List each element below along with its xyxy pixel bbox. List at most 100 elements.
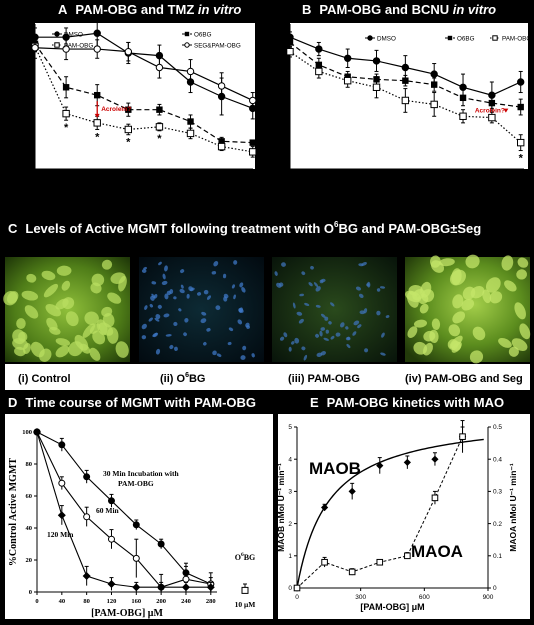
y-tick-label: 80 <box>23 61 31 68</box>
y-tick-label-right: 0.1 <box>493 553 502 560</box>
cell-nucleus <box>516 269 528 280</box>
x-tick-label: 600 <box>419 594 430 601</box>
panel-b: B PAM-OBG and BCNU in vitro 0 35 70 105 140 0 1… <box>260 2 531 193</box>
panel-d-chart: 0 40 80 120 160 200 240 280 0 20 40 60 80 100 [PAM-OBG… <box>8 428 255 619</box>
data-point <box>83 473 91 481</box>
cell-nucleus <box>407 326 418 338</box>
cell-nucleus <box>501 255 514 271</box>
data-point <box>206 583 215 592</box>
cell-nucleus <box>508 346 519 357</box>
cell-nucleus <box>379 286 386 289</box>
cell-nucleus <box>155 348 161 355</box>
data-point <box>94 91 101 99</box>
cell-nucleus <box>43 283 59 298</box>
y-tick-label: 100 <box>274 34 285 41</box>
cell-nucleus <box>162 273 166 280</box>
maob-point <box>403 458 411 467</box>
cell-nucleus <box>358 293 364 299</box>
cell-nucleus <box>55 338 70 346</box>
cell-nucleus <box>450 340 462 351</box>
y-tick-label: 0 <box>26 166 30 173</box>
data-point <box>107 497 115 505</box>
cell-nucleus <box>357 324 362 329</box>
cell-nucleus <box>239 282 244 288</box>
x-tick-label: 0 <box>288 175 292 182</box>
y-tick-label: 40 <box>23 113 31 120</box>
x-tick-label: 800 <box>242 175 253 182</box>
cell-nucleus <box>346 343 351 349</box>
legend-entry: O6BG <box>194 31 212 38</box>
acrolein-arrowhead <box>94 113 100 118</box>
cell-nucleus <box>241 287 246 293</box>
legend-entry: DMSO <box>64 31 83 38</box>
series-line <box>34 43 253 144</box>
cell-nucleus <box>161 280 168 286</box>
cell-nucleus <box>328 321 332 325</box>
x-axis-label: [PAM-OBG] μM <box>91 608 163 619</box>
cell-nucleus <box>489 291 503 304</box>
maoa-point <box>431 494 439 502</box>
cell-nucleus <box>173 321 178 327</box>
significance-star: * <box>126 137 131 149</box>
y-axis-label: %Living GBM157 <box>260 62 270 131</box>
caption-o6bg: (ii) O6BG <box>160 372 205 385</box>
cell-nucleus <box>150 295 155 301</box>
data-point <box>157 540 165 548</box>
o6bg-label: O6BG <box>235 552 256 562</box>
panel-b-title: B PAM-OBG and BCNU in vitro <box>302 2 496 17</box>
y-tick-label-left: 2 <box>288 521 292 528</box>
cell-nucleus <box>313 282 319 287</box>
cell-nucleus <box>276 282 282 288</box>
data-point <box>372 83 381 91</box>
data-point <box>217 82 226 90</box>
cell-nucleus <box>498 337 512 348</box>
cell-nucleus <box>279 336 285 341</box>
cell-nucleus <box>179 288 185 294</box>
y-tick-label: 70 <box>278 74 286 81</box>
data-point <box>517 138 525 147</box>
legend-marker <box>184 31 190 37</box>
cell-nucleus <box>364 348 369 353</box>
cell-nucleus <box>292 302 296 309</box>
x-tick-label: 120 <box>107 598 117 605</box>
panel-d-background <box>5 414 273 619</box>
data-point <box>402 77 409 84</box>
y-tick-label: 90 <box>23 48 31 55</box>
cell-nucleus <box>366 283 370 287</box>
maob-fit-curve <box>296 438 484 589</box>
x-axis-label: [BCNU] μM <box>385 183 430 193</box>
y-tick-label-left: 4 <box>288 456 292 463</box>
cell-nucleus <box>154 317 160 322</box>
cell-nucleus <box>223 296 228 302</box>
micrograph-control <box>3 257 130 362</box>
cell-nucleus <box>452 294 464 309</box>
cell-nucleus <box>203 289 209 295</box>
series-line <box>36 431 212 585</box>
cell-nucleus <box>296 311 303 316</box>
cell-nucleus <box>65 311 79 327</box>
annotation-120min: 120 Min <box>47 530 74 539</box>
acrolein-annotation: Acrolein? <box>475 107 505 114</box>
data-point <box>286 39 294 46</box>
cell-nucleus <box>152 332 158 337</box>
legend-entry: SEG&PAM-OBG <box>194 42 241 49</box>
cell-nucleus <box>320 327 325 331</box>
cell-nucleus <box>151 281 157 285</box>
maob-point <box>431 455 439 463</box>
maoa-point <box>404 552 411 560</box>
data-point <box>217 142 226 151</box>
data-point <box>517 78 525 86</box>
cell-nucleus <box>157 304 162 309</box>
y-axis-label-left: MAOB nMol U⁻¹ min⁻¹ <box>276 463 286 552</box>
panel-e-chart: 0 300 600 900 0 1 2 3 4 5 0 0.1 0.2 0.3 0.4 0.5 [PAM-OBG… <box>276 420 518 612</box>
cell-nucleus <box>180 284 184 289</box>
cell-nucleus <box>320 313 326 318</box>
data-point <box>181 583 190 592</box>
cell-nucleus <box>62 297 75 310</box>
cell-nucleus <box>363 308 368 314</box>
annotation-30min: 30 Min Incubation with <box>103 469 179 478</box>
cell-nucleus <box>61 280 71 291</box>
legend-marker <box>184 42 190 48</box>
y-tick-label-right: 0.3 <box>493 489 502 496</box>
